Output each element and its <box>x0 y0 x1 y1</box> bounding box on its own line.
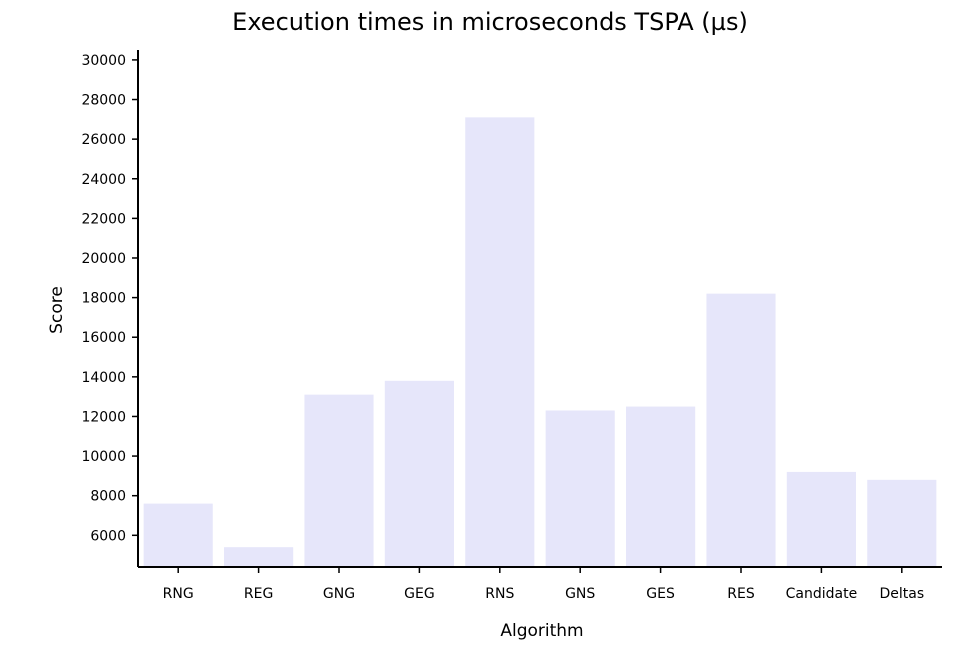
y-tick-label: 30000 <box>81 53 126 69</box>
y-tick-label: 14000 <box>81 370 126 386</box>
x-tick-label: GEG <box>404 586 435 602</box>
bar-candidate <box>786 471 856 567</box>
y-tick-label: 18000 <box>81 291 126 307</box>
bar-ges <box>626 406 696 567</box>
bar-gns <box>545 410 615 567</box>
y-tick-label: 12000 <box>81 409 126 425</box>
bar-deltas <box>867 479 937 567</box>
bar-rng <box>143 503 213 567</box>
y-tick-label: 8000 <box>90 489 126 505</box>
bar-rns <box>465 117 535 567</box>
x-tick-label: GES <box>646 586 675 602</box>
x-axis: RNG REG GNG GEG RNS GNS GES RES Candidate Deltas <box>138 566 942 602</box>
x-tick-label: GNS <box>565 586 595 602</box>
y-tick-label: 20000 <box>81 251 126 267</box>
y-tick-label: 6000 <box>90 528 126 544</box>
bar-geg <box>384 380 454 567</box>
y-tick-label: 24000 <box>81 172 126 188</box>
x-tick-label: Candidate <box>786 586 858 602</box>
x-tick-label: RNS <box>485 586 514 602</box>
bars-group <box>143 117 937 567</box>
bar-res <box>706 293 776 567</box>
x-tick-label: RES <box>727 586 755 602</box>
x-axis-label: Algorithm <box>500 621 583 641</box>
y-tick-label: 26000 <box>81 132 126 148</box>
bar-reg <box>224 547 294 567</box>
y-axis: 6000 8000 10000 12000 14000 16000 18000 20000 22… <box>81 50 139 567</box>
y-tick-label: 16000 <box>81 330 126 346</box>
y-tick-label: 28000 <box>81 93 126 109</box>
y-axis-label: Score <box>47 286 67 334</box>
y-tick-label: 10000 <box>81 449 126 465</box>
x-tick-label: Deltas <box>879 586 924 602</box>
chart-title: Execution times in microseconds TSPA (µs… <box>232 8 748 36</box>
x-tick-label: GNG <box>323 586 355 602</box>
y-tick-label: 22000 <box>81 211 126 227</box>
x-tick-label: REG <box>244 586 273 602</box>
bar-gng <box>304 394 374 567</box>
x-tick-label: RNG <box>163 586 194 602</box>
